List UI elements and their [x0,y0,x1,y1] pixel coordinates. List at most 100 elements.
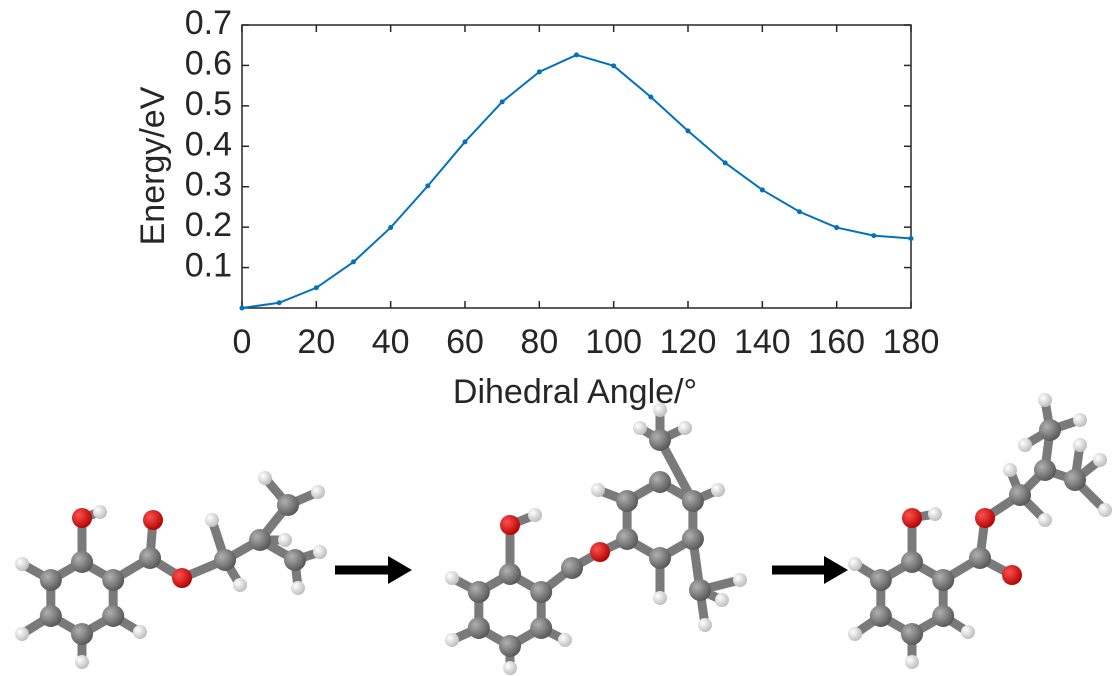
atom [499,635,521,657]
x-tick-label: 100 [585,323,642,361]
x-tick-label: 80 [520,323,558,361]
atom [848,627,862,641]
atom [249,529,271,551]
atom [901,623,923,645]
atom [143,510,163,530]
data-point [425,183,430,188]
atom [633,421,647,435]
data-line [242,55,911,308]
atom [528,508,542,522]
x-tick-label: 0 [233,323,252,361]
plot-frame [242,25,911,308]
x-tick-label: 160 [808,323,865,361]
atom [649,547,671,569]
atom [932,605,954,627]
data-point [240,306,245,311]
atom [530,581,552,603]
data-point [351,259,356,264]
y-tick-label: 0.3 [185,166,232,204]
atom [590,542,610,562]
atom [445,571,459,585]
atom [961,625,975,639]
atom [40,605,62,627]
atom [1073,413,1087,427]
data-point [314,285,319,290]
atom [71,551,93,573]
atom [1009,484,1031,506]
atom [503,661,517,675]
atom [15,557,29,571]
atom [1039,419,1061,441]
x-tick-label: 120 [660,323,717,361]
data-point [537,69,542,74]
atom [1073,438,1087,452]
atom [214,549,236,571]
y-tick-label: 0.5 [185,85,232,123]
atom [905,655,919,669]
atom [468,617,490,639]
x-tick-label: 60 [446,323,484,361]
x-tick-label: 20 [297,323,335,361]
atom [172,568,192,588]
data-point [723,160,728,165]
arrow-head [388,556,412,584]
atom [1002,565,1022,585]
atom [445,633,459,647]
atom [71,623,93,645]
atom [902,508,922,528]
data-point [463,139,468,144]
y-tick-label: 0.7 [185,4,232,42]
atom [40,569,62,591]
x-tick-label: 140 [734,323,791,361]
atom [932,569,954,591]
atom [901,551,923,573]
atom [1034,459,1056,481]
atom [870,605,892,627]
atom [258,471,272,485]
data-point [277,300,282,305]
molecules [15,393,1112,675]
atom [313,545,327,559]
atom [591,483,605,497]
atom [233,578,247,592]
data-point [909,236,914,241]
atom [561,557,583,579]
atom [848,557,862,571]
atom [284,549,306,571]
atom [530,617,552,639]
y-tick-label: 0.4 [185,125,232,163]
atom [928,507,942,521]
atom [291,581,305,595]
atom [678,421,692,435]
atom [649,429,671,451]
atom [499,563,521,585]
atom [649,471,671,493]
atom [277,494,299,516]
atom [15,627,29,641]
atom [311,485,325,499]
atom [711,483,725,497]
atom [102,605,124,627]
data-point [797,209,802,214]
atom [1018,438,1032,452]
data-point [648,94,653,99]
data-point [871,233,876,238]
data-point [574,52,579,57]
atom [1098,503,1112,517]
atom [278,533,292,547]
atom [870,569,892,591]
atom [1003,463,1017,477]
atom [205,513,219,527]
atom [715,593,729,607]
atom [1038,513,1052,527]
atom [1064,469,1086,491]
figure: Dihedral Angle/° Energy/eV 0204060801001… [0,0,1119,676]
atom [733,573,747,587]
arrow-head [824,556,848,584]
atom [653,591,667,605]
atom [1093,453,1107,467]
atom [558,633,572,647]
atom [139,547,161,569]
atom [698,618,712,632]
atom [102,569,124,591]
